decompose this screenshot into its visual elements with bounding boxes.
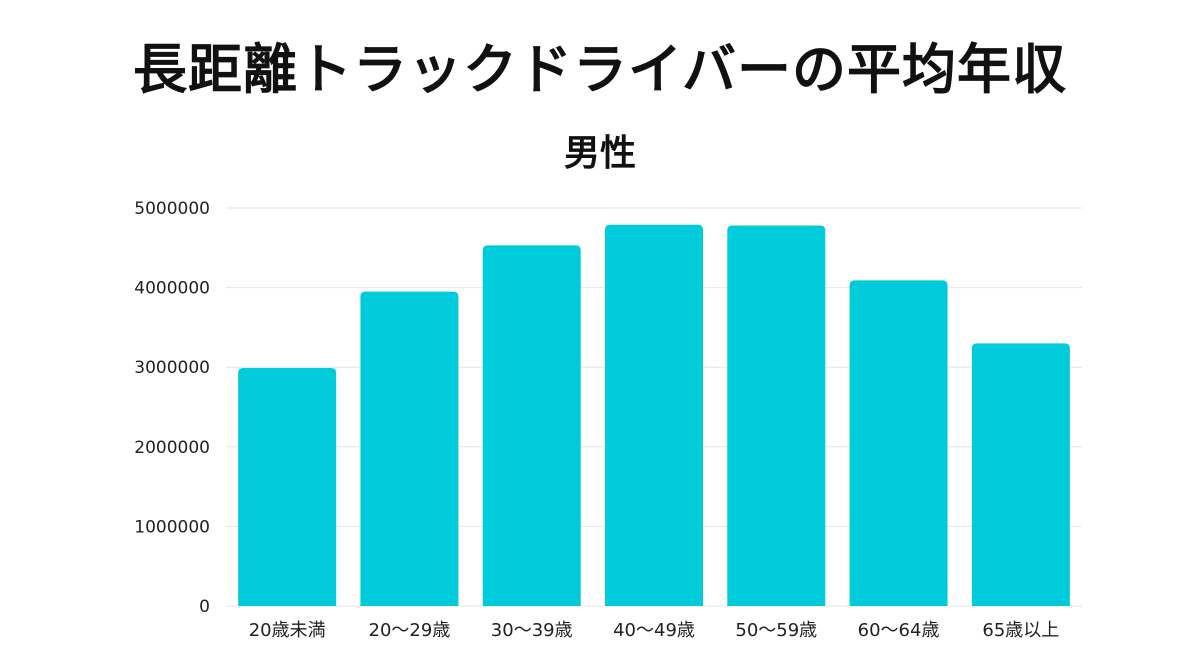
- bar: [238, 367, 337, 606]
- x-tick-label: 65歳以上: [982, 620, 1059, 641]
- bar: [727, 225, 826, 606]
- x-tick-label: 20〜29歳: [369, 620, 451, 641]
- chart-title: 長距離トラックドライバーの平均年収: [133, 38, 1067, 101]
- bar: [971, 343, 1070, 606]
- chart-subtitle: 男性: [563, 133, 636, 174]
- x-tick-label: 20歳未満: [249, 620, 326, 641]
- y-tick-label: 3000000: [134, 358, 210, 378]
- bar: [849, 280, 948, 606]
- y-tick-label: 5000000: [134, 199, 210, 219]
- x-tick-label: 50〜59歳: [735, 620, 817, 641]
- x-tick-label: 30〜39歳: [491, 620, 573, 641]
- x-tick-label: 40〜49歳: [613, 620, 695, 641]
- bar: [360, 291, 459, 606]
- y-tick-label: 1000000: [134, 517, 210, 537]
- bar: [482, 245, 581, 607]
- y-tick-label: 4000000: [134, 279, 210, 299]
- y-tick-label: 2000000: [134, 438, 210, 458]
- y-tick-label: 0: [199, 597, 210, 617]
- x-tick-label: 60〜64歳: [858, 620, 940, 641]
- bar: [605, 224, 703, 606]
